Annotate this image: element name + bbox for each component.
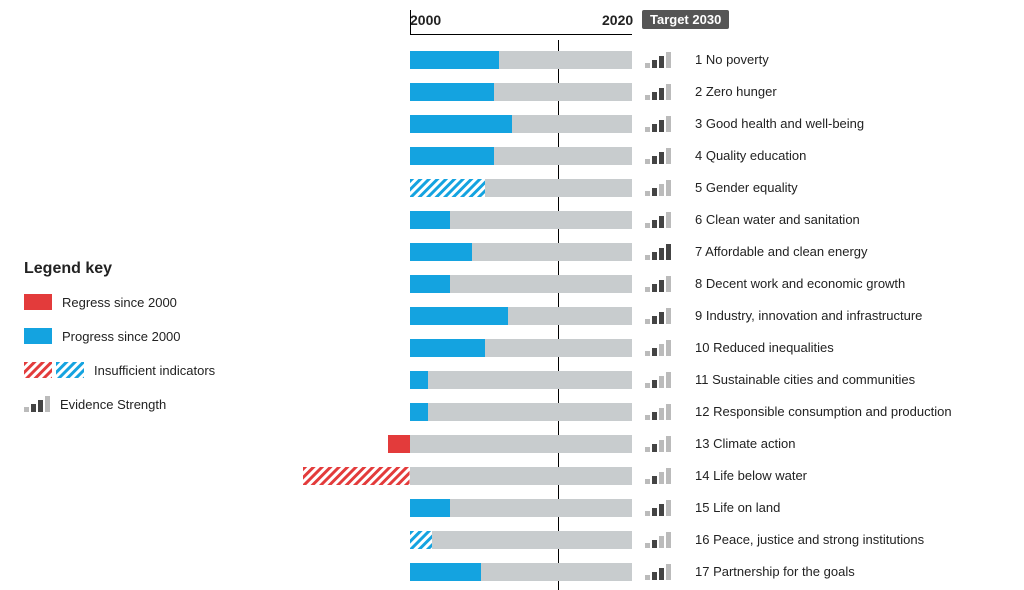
goal-label: 7 Affordable and clean energy [695,244,868,259]
goal-row: 7 Affordable and clean energy [300,238,1010,266]
goal-row: 3 Good health and well-being [300,110,1010,138]
legend-item-regress: Regress since 2000 [24,294,284,310]
swatch-regress [24,294,52,310]
bar-progress [410,211,450,229]
goal-label: 12 Responsible consumption and productio… [695,404,952,419]
goal-row: 13 Climate action [300,430,1010,458]
goal-row: 11 Sustainable cities and communities [300,366,1010,394]
goal-row: 6 Clean water and sanitation [300,206,1010,234]
evidence-strength-icon [645,564,671,580]
bar-progress [410,83,494,101]
goal-row: 17 Partnership for the goals [300,558,1010,586]
axis-target-label: Target 2030 [642,10,729,29]
goal-label: 16 Peace, justice and strong institution… [695,532,924,547]
legend-item-progress: Progress since 2000 [24,328,284,344]
axis-label-end: 2020 [602,12,633,28]
bar-progress [410,563,481,581]
bar-track [410,403,632,421]
bar-progress [410,339,485,357]
legend-label: Evidence Strength [60,397,166,412]
goal-label: 15 Life on land [695,500,780,515]
bar-progress [410,403,428,421]
legend-title: Legend key [24,260,284,278]
bar-progress [410,307,508,325]
evidence-strength-icon [645,468,671,484]
axis-line [410,34,632,35]
evidence-strength-icon [645,84,671,100]
bar-progress [410,371,428,389]
goal-label: 17 Partnership for the goals [695,564,855,579]
evidence-strength-icon [645,436,671,452]
goal-row: 8 Decent work and economic growth [300,270,1010,298]
legend: Legend key Regress since 2000 Progress s… [24,260,284,430]
goal-row: 4 Quality education [300,142,1010,170]
bar-progress [410,499,450,517]
evidence-strength-icon [645,500,671,516]
goal-row: 14 Life below water [300,462,1010,490]
goal-label: 10 Reduced inequalities [695,340,834,355]
goal-row: 2 Zero hunger [300,78,1010,106]
goal-label: 3 Good health and well-being [695,116,864,131]
legend-item-insufficient: Insufficient indicators [24,362,284,378]
goal-row: 15 Life on land [300,494,1010,522]
evidence-strength-icon [645,52,671,68]
legend-label: Regress since 2000 [62,295,177,310]
evidence-strength-icon [645,404,671,420]
axis-label-start: 2000 [410,12,441,28]
evidence-strength-icon [645,180,671,196]
axis-tick-2000 [410,10,411,34]
evidence-strength-icon [24,396,50,412]
sdg-progress-chart: 2000 2020 Target 2030 1 No poverty 2 Zero… [300,10,1010,590]
bar-progress [410,179,485,197]
goal-row: 1 No poverty [300,46,1010,74]
goal-label: 11 Sustainable cities and communities [695,372,915,387]
evidence-strength-icon [645,372,671,388]
goal-label: 8 Decent work and economic growth [695,276,905,291]
goal-row: 5 Gender equality [300,174,1010,202]
evidence-strength-icon [645,308,671,324]
goal-label: 1 No poverty [695,52,769,67]
bar-track [410,435,632,453]
bar-progress [410,243,472,261]
bar-progress [410,147,494,165]
bar-track [410,467,632,485]
goal-label: 9 Industry, innovation and infrastructur… [695,308,922,323]
bar-regress [303,467,410,485]
bar-regress [388,435,410,453]
legend-label: Insufficient indicators [94,363,215,378]
goal-label: 6 Clean water and sanitation [695,212,860,227]
evidence-strength-icon [645,532,671,548]
evidence-strength-icon [645,340,671,356]
legend-item-evidence: Evidence Strength [24,396,284,412]
goal-row: 9 Industry, innovation and infrastructur… [300,302,1010,330]
goal-label: 14 Life below water [695,468,807,483]
evidence-strength-icon [645,244,671,260]
evidence-strength-icon [645,276,671,292]
goal-label: 5 Gender equality [695,180,798,195]
goal-row: 10 Reduced inequalities [300,334,1010,362]
goal-row: 12 Responsible consumption and productio… [300,398,1010,426]
bar-progress [410,275,450,293]
evidence-strength-icon [645,212,671,228]
goal-label: 4 Quality education [695,148,806,163]
bar-track [410,371,632,389]
axis: 2000 2020 Target 2030 [410,10,1010,40]
evidence-strength-icon [645,116,671,132]
swatch-insufficient [24,362,84,378]
goal-row: 16 Peace, justice and strong institution… [300,526,1010,554]
bar-track [410,531,632,549]
swatch-progress [24,328,52,344]
goal-label: 13 Climate action [695,436,795,451]
goal-label: 2 Zero hunger [695,84,777,99]
legend-label: Progress since 2000 [62,329,181,344]
bar-progress [410,115,512,133]
bar-progress [410,51,499,69]
chart-rows: 1 No poverty 2 Zero hunger 3 Good health a… [300,46,1010,586]
bar-progress [410,531,432,549]
evidence-strength-icon [645,148,671,164]
